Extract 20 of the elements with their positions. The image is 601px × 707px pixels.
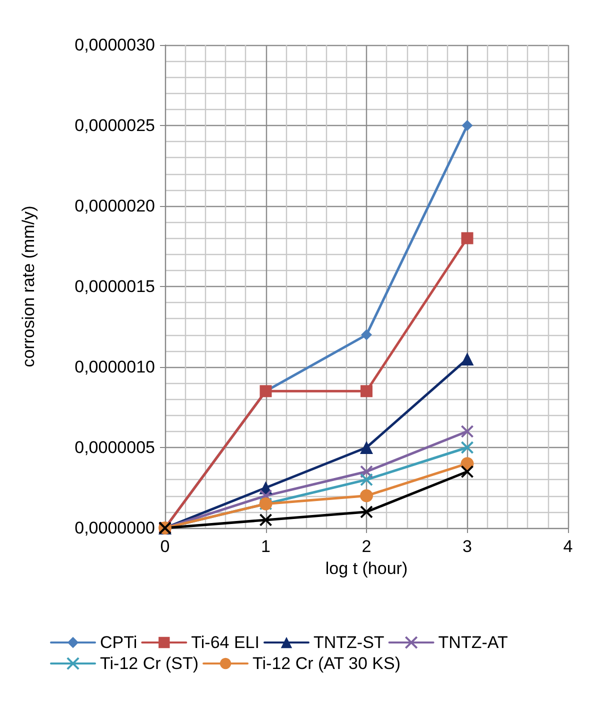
y-tick-label: 0,0000005 [74, 438, 155, 457]
legend-label: Ti-12 Cr (AT 30 KS) [252, 654, 401, 673]
y-tick-label: 0,0000010 [74, 358, 155, 376]
x-tick-label: 2 [362, 537, 372, 556]
x-tick-label: 0 [160, 537, 170, 556]
legend-label: CPTi [100, 633, 138, 652]
legend-label: TNTZ-AT [438, 633, 508, 652]
legend-label: TNTZ-ST [313, 633, 384, 652]
x-tick-label: 1 [261, 537, 270, 556]
x-axis-title: log t (hour) [325, 558, 408, 578]
y-tick-label: 0,0000015 [74, 277, 155, 296]
y-tick-label: 0,0000000 [74, 518, 155, 538]
x-tick-label: 3 [462, 537, 472, 556]
y-tick-label: 0,0000025 [74, 116, 155, 135]
y-tick-label: 0,0000020 [74, 196, 155, 216]
legend-label: Ti-12 Cr (ST) [100, 654, 199, 673]
x-tick-label: 4 [563, 537, 573, 556]
legend-label: Ti-64 ELI [191, 633, 260, 652]
y-axis-title: corrosion rate (mm/y) [19, 206, 38, 368]
y-tick-label: 0,0000030 [74, 36, 155, 54]
